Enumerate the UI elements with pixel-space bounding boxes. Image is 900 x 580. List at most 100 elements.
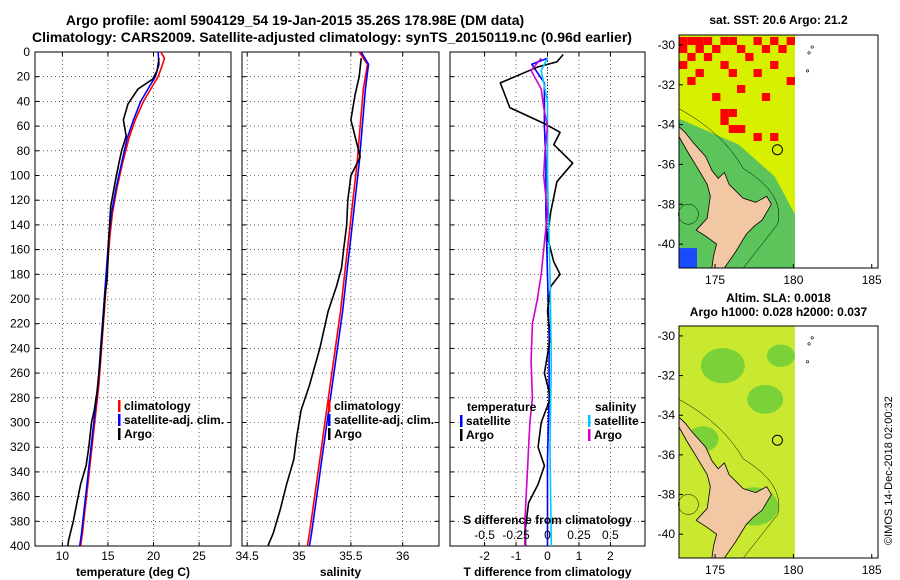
difference-legend-title-temperature: temperature xyxy=(467,400,537,414)
difference-x2-label: S difference from climatology xyxy=(463,513,632,527)
temperature-y-tick-label: 180 xyxy=(10,267,30,281)
imos-credit: ©IMOS 14-Dec-2018 02:00:32 xyxy=(883,396,895,545)
title-line-1: Argo profile: aoml 5904129_54 19-Jan-201… xyxy=(66,12,524,28)
sst-warm-cell xyxy=(728,37,737,45)
sst_map-x-tick-label: 175 xyxy=(705,273,725,287)
sst-warm-cell xyxy=(703,53,713,61)
sla_map-contour xyxy=(678,399,780,559)
sst-warm-cell xyxy=(745,53,754,61)
sla-anomaly-blob xyxy=(766,344,795,367)
sst-warm-cell xyxy=(786,37,795,45)
temperature-y-tick-label: 160 xyxy=(10,243,30,257)
sst_map-y-tick-label: -30 xyxy=(658,38,676,52)
difference-x-tick-label: 1 xyxy=(576,549,583,563)
difference-x-label: T difference from climatology xyxy=(463,565,631,579)
sla-map-panel: 175 180 185 -30 -32 -34 -36 -38 -40 Altim. SLA: 0… xyxy=(658,291,882,577)
sst-warm-cell xyxy=(753,69,762,77)
difference-series-t-argo xyxy=(499,53,574,546)
temperature-x-tick-label: 20 xyxy=(147,549,161,563)
salinity-panel: 34.5 35 35.5 36 salinity climatologysatellite… xyxy=(236,51,440,579)
sla_map-y-tick-label: -38 xyxy=(658,488,676,502)
difference-legend-swatch xyxy=(588,415,591,427)
sla_map-island xyxy=(805,360,809,364)
difference-legend-title-salinity: salinity xyxy=(595,400,637,414)
sst_map-y-tick-label: -32 xyxy=(658,78,676,92)
temperature-y-tick-label: 220 xyxy=(10,317,30,331)
difference-x-tick-label: -2 xyxy=(479,549,490,563)
sst-warm-cell xyxy=(778,45,787,53)
sla_map-profile-marker xyxy=(771,434,783,446)
temperature-series-argo xyxy=(67,58,160,547)
difference-legend-swatch xyxy=(460,429,463,441)
sst-warm-cell xyxy=(761,93,771,101)
difference-legend-swatch xyxy=(460,415,463,427)
sst-warm-cell xyxy=(712,93,721,101)
difference-legend-label: satellite xyxy=(594,414,639,428)
sst-warm-cell xyxy=(728,109,737,117)
temperature-y-tick-label: 200 xyxy=(10,292,30,306)
sst-warm-cell xyxy=(770,61,779,69)
temperature-x-tick-label: 25 xyxy=(192,549,206,563)
temperature-y-tick-label: 100 xyxy=(10,169,30,183)
sst-warm-cell xyxy=(770,37,779,45)
sla_map-y-tick-label: -36 xyxy=(658,448,676,462)
sst-warm-cell xyxy=(679,45,688,53)
sst_map-x-tick-label: 185 xyxy=(862,273,882,287)
difference-x2-tick-label: 0.25 xyxy=(567,528,591,542)
sst-warm-cell xyxy=(695,37,704,45)
temperature-legend-label: satellite-adj. clim. xyxy=(124,413,224,427)
sla_map-x-tick-label: 180 xyxy=(783,563,803,577)
sst_map-island xyxy=(807,51,811,55)
sst_map-x-tick-label: 180 xyxy=(783,273,803,287)
sla_map-island xyxy=(807,342,811,346)
sst-map-panel: 175 180 185 -30 -32 -34 -36 -38 -40 sat. SST: 20.… xyxy=(658,13,882,287)
sla-anomaly-blob xyxy=(700,348,745,384)
difference-x2-tick-label: -0.25 xyxy=(502,528,530,542)
sst-warm-cell xyxy=(736,85,746,93)
sla_map-y-tick-label: -32 xyxy=(658,369,676,383)
sst-warm-cell xyxy=(687,77,696,85)
difference-x2-tick-label: 0 xyxy=(544,528,551,542)
sla_map-y-tick-label: -30 xyxy=(658,329,676,343)
temperature-y-tick-label: 40 xyxy=(17,94,31,108)
salinity-series-argo xyxy=(267,58,362,547)
sst_map-title: sat. SST: 20.6 Argo: 21.2 xyxy=(709,13,848,27)
sst-warm-cell xyxy=(736,125,746,133)
sla_map-contour-loop xyxy=(678,494,699,515)
temperature-legend-swatch xyxy=(118,428,121,440)
sst_map-frame xyxy=(678,34,879,269)
sst-warm-cell xyxy=(720,117,729,125)
temperature-y-tick-label: 400 xyxy=(10,539,30,553)
sst-warm-cell xyxy=(728,69,737,77)
title-line-2: Climatology: CARS2009. Satellite-adjuste… xyxy=(32,29,632,45)
sst_map-y-tick-label: -36 xyxy=(658,157,676,171)
temperature-y-tick-label: 360 xyxy=(10,490,30,504)
temperature-legend-label: Argo xyxy=(124,427,152,441)
sst-warm-cell xyxy=(720,61,729,69)
sst-warm-cell xyxy=(761,45,771,53)
temperature-legend-swatch xyxy=(118,414,121,426)
sst_map-island xyxy=(805,69,809,73)
sst-warm-cell xyxy=(687,53,696,61)
salinity-legend-swatch xyxy=(328,414,331,426)
salinity-x-tick-label: 36 xyxy=(396,549,410,563)
sla_map-x-tick-label: 175 xyxy=(705,563,725,577)
sst_map-profile-marker xyxy=(771,144,783,156)
temperature-y-tick-label: 0 xyxy=(23,45,30,59)
difference-panel: -2 -1 0 1 2 T difference from climatology -0.5… xyxy=(449,51,646,579)
sla_map-y-tick-label: -34 xyxy=(658,408,676,422)
salinity-x-tick-label: 35 xyxy=(292,549,306,563)
temperature-y-tick-label: 140 xyxy=(10,218,30,232)
sst_map-y-tick-label: -34 xyxy=(658,118,676,132)
difference-x-tick-label: 2 xyxy=(607,549,614,563)
sst-warm-cell xyxy=(695,45,704,53)
temperature-y-tick-label: 280 xyxy=(10,391,30,405)
salinity-legend-label: satellite-adj. clim. xyxy=(334,413,434,427)
temperature-x-tick-label: 10 xyxy=(56,549,70,563)
salinity-x-tick-label: 35.5 xyxy=(339,549,363,563)
temperature-y-tick-label: 320 xyxy=(10,440,30,454)
temperature-x-tick-label: 15 xyxy=(101,549,115,563)
salinity-legend-label: Argo xyxy=(334,427,362,441)
salinity-series-satellite-adj-clim- xyxy=(308,51,370,547)
